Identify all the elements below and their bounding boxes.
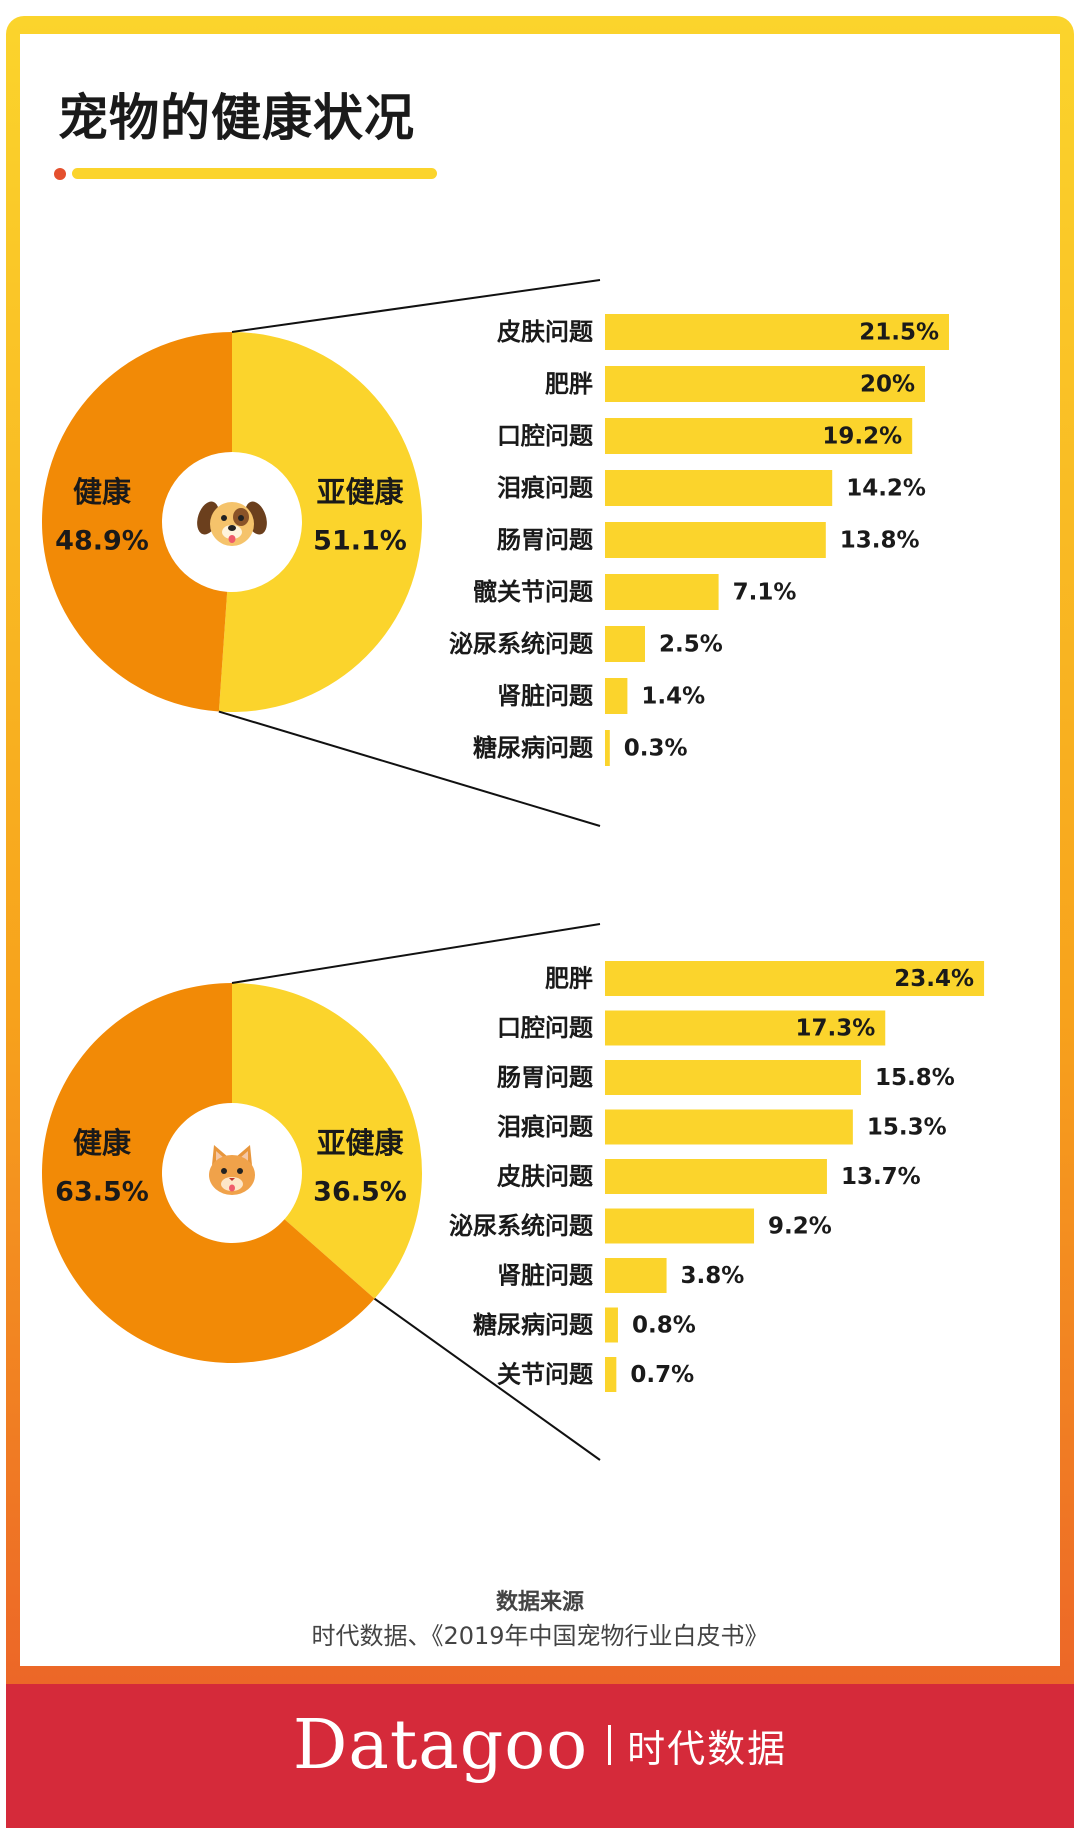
bar xyxy=(605,961,985,996)
bar-category-label: 皮肤问题 xyxy=(497,1163,593,1191)
bar-category-label: 肾脏问题 xyxy=(497,682,593,710)
bar-value-label: 1.4% xyxy=(641,684,705,710)
connector-line-bottom xyxy=(373,1297,601,1461)
bar xyxy=(605,1010,886,1046)
bar xyxy=(605,1208,755,1244)
source-text: 时代数据、《2019年中国宠物行业白皮书》 xyxy=(311,1622,769,1650)
bar-value-label: 2.5% xyxy=(659,632,723,658)
dog-nose xyxy=(228,525,236,531)
dog-eye-left xyxy=(221,515,227,521)
bar-value-label: 19.2% xyxy=(822,424,902,450)
bar-category-label: 皮肤问题 xyxy=(497,318,593,346)
charts-layer: 健康 48.9% 亚健康 51.1% 皮肤问题 21.5% 肥胖 20% 口腔问题 19.2% 泪痕… xyxy=(41,279,985,1461)
brand-logo: Datagoo xyxy=(292,1705,589,1785)
pie-label-healthy: 健康 xyxy=(73,1126,132,1160)
cat-face xyxy=(209,1155,255,1195)
pie-label-subhealthy: 亚健康 xyxy=(316,1126,404,1160)
bar-value-label: 21.5% xyxy=(859,320,939,346)
bar-category-label: 糖尿病问题 xyxy=(473,734,593,762)
brand-name: 时代数据 xyxy=(627,1726,788,1771)
bar xyxy=(605,1159,827,1194)
bar-value-label: 15.8% xyxy=(875,1065,955,1091)
bar xyxy=(605,1060,861,1095)
cat-tongue xyxy=(229,1184,235,1192)
bar-value-label: 13.7% xyxy=(841,1164,921,1190)
pie-value-subhealthy: 51.1% xyxy=(313,526,407,557)
bar-value-label: 13.8% xyxy=(840,528,920,554)
bar-category-label: 糖尿病问题 xyxy=(473,1311,593,1339)
bar-value-label: 0.3% xyxy=(624,736,688,762)
bar-value-label: 23.4% xyxy=(894,966,974,992)
pie-label-healthy: 健康 xyxy=(73,475,132,509)
bar-category-label: 肠胃问题 xyxy=(497,526,593,554)
bar-value-label: 20% xyxy=(860,372,915,398)
dog-eye-right xyxy=(238,515,244,521)
bar xyxy=(605,418,913,454)
bar-value-label: 0.8% xyxy=(632,1313,696,1339)
bar xyxy=(605,574,719,610)
bar xyxy=(605,1357,617,1392)
cat-eye-left xyxy=(221,1168,227,1174)
pie-label-subhealthy: 亚健康 xyxy=(316,475,404,509)
cat-eye-right xyxy=(237,1168,243,1174)
title-dot xyxy=(54,168,66,180)
bar-value-label: 3.8% xyxy=(681,1263,745,1289)
bar xyxy=(605,366,925,402)
bar xyxy=(605,1307,618,1343)
dog-tongue xyxy=(228,535,236,543)
bar-category-label: 肥胖 xyxy=(545,965,593,993)
bar-category-label: 口腔问题 xyxy=(497,1014,593,1042)
title-underline xyxy=(72,168,437,179)
cat-icon xyxy=(209,1145,255,1195)
cat-muzzle xyxy=(221,1177,243,1191)
bar xyxy=(605,470,833,506)
pie-value-healthy: 63.5% xyxy=(55,1177,149,1208)
page-title: 宠物的健康状况 xyxy=(58,89,415,147)
bar-value-label: 0.7% xyxy=(630,1362,694,1388)
bar-category-label: 髋关节问题 xyxy=(473,578,593,606)
pie-value-subhealthy: 36.5% xyxy=(313,1177,407,1208)
bar-value-label: 14.2% xyxy=(846,476,926,502)
bar-category-label: 口腔问题 xyxy=(497,422,593,450)
pie-slice-subhealthy xyxy=(232,983,423,1299)
bar xyxy=(605,730,610,766)
bar-category-label: 泌尿系统问题 xyxy=(449,630,593,658)
bar-category-label: 肾脏问题 xyxy=(497,1262,593,1290)
bar xyxy=(605,1109,853,1145)
bar-value-label: 9.2% xyxy=(768,1214,832,1240)
bar xyxy=(605,522,826,558)
bar-category-label: 泪痕问题 xyxy=(497,1113,593,1141)
pie-slice-healthy xyxy=(41,332,232,712)
bar-value-label: 7.1% xyxy=(733,580,797,606)
content-panel xyxy=(20,34,1060,1666)
bar-category-label: 关节问题 xyxy=(497,1361,593,1389)
pie-slice-subhealthy xyxy=(218,332,422,712)
bar-category-label: 泪痕问题 xyxy=(497,474,593,502)
bar-category-label: 泌尿系统问题 xyxy=(449,1212,593,1240)
source-label: 数据来源 xyxy=(495,1590,584,1615)
dog-muzzle xyxy=(222,525,242,539)
brand-footer: Datagoo 时代数据 xyxy=(0,1700,1080,1790)
connector-line-top xyxy=(231,923,601,984)
brand-divider xyxy=(608,1725,612,1765)
bar xyxy=(605,626,645,662)
connector-line-top xyxy=(231,279,601,333)
pie-value-healthy: 48.9% xyxy=(55,526,149,557)
pie-slice-healthy xyxy=(42,983,375,1363)
bar xyxy=(605,314,949,350)
connector-line-bottom xyxy=(218,710,601,827)
footer-band xyxy=(6,1684,1074,1828)
bar xyxy=(605,678,628,714)
bar-category-label: 肠胃问题 xyxy=(497,1064,593,1092)
cat-nose xyxy=(229,1178,235,1181)
bar-category-label: 肥胖 xyxy=(545,370,593,398)
bar-value-label: 17.3% xyxy=(795,1016,875,1042)
bar-value-label: 15.3% xyxy=(867,1115,947,1141)
dog-icon xyxy=(197,501,267,546)
bar xyxy=(605,1258,667,1293)
